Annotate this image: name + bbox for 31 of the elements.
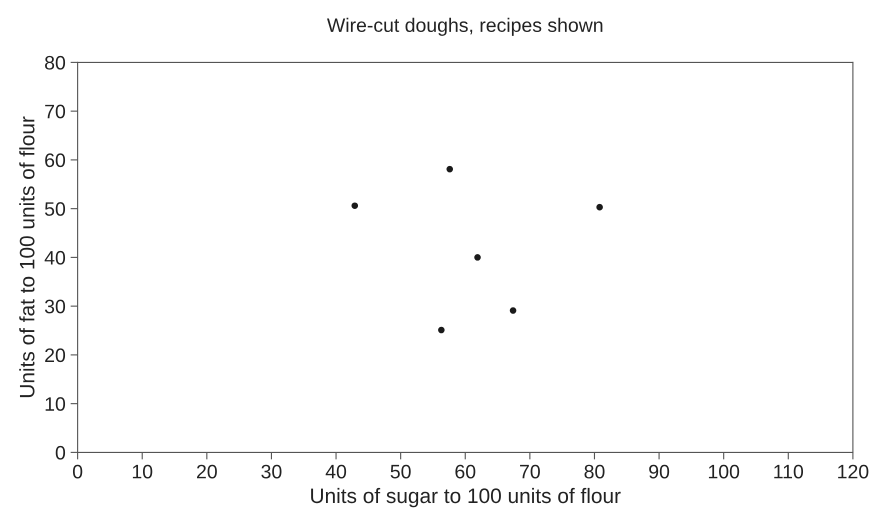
y-tick-label: 80 <box>45 56 66 70</box>
y-tick-label: 60 <box>45 153 66 168</box>
x-tick-label: 20 <box>196 464 217 478</box>
y-tick-label: 0 <box>56 446 66 460</box>
chart-title: Wire-cut doughs, recipes shown <box>327 18 602 36</box>
x-tick-label: 110 <box>774 464 804 478</box>
x-tick-label: 80 <box>584 464 605 478</box>
y-tick-label: 40 <box>44 250 66 265</box>
point <box>352 202 358 209</box>
y-tick-label: 20 <box>45 348 66 362</box>
y-tick-label: 30 <box>44 300 66 314</box>
x-axis-title: Units of sugar to 100 units of flour <box>311 488 621 508</box>
y-tick-label: 70 <box>45 104 66 118</box>
y-axis-title: Units of fat to 100 units of flour <box>19 116 35 398</box>
y-tick-label: 50 <box>44 202 66 216</box>
x-tick-label: 30 <box>261 464 282 478</box>
x-tick-label: 40 <box>326 464 346 478</box>
x-tick-label: 50 <box>390 464 411 478</box>
x-tick-label: 60 <box>455 464 476 478</box>
y-tick-label: 10 <box>46 397 66 411</box>
x-tick-label: 0 <box>72 464 82 478</box>
point <box>474 254 481 261</box>
point <box>438 326 445 334</box>
point <box>596 204 603 210</box>
x-tick-label: 100 <box>708 464 740 478</box>
point <box>510 307 516 314</box>
point <box>446 166 454 172</box>
x-tick-label: 10 <box>132 464 152 478</box>
x-tick-label: 70 <box>520 464 540 478</box>
x-tick-label: 120 <box>838 464 868 478</box>
x-tick-label: 90 <box>649 464 670 478</box>
